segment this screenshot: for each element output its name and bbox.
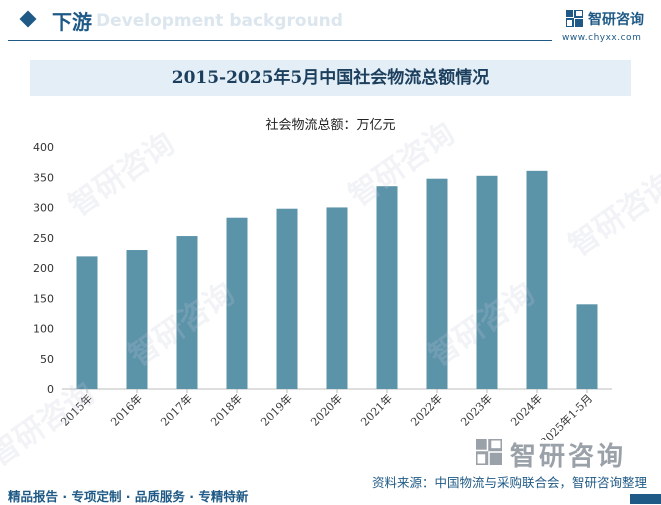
- bar: [276, 208, 298, 389]
- header: Development background 下游 智研咨询 www.chyxx…: [0, 0, 661, 44]
- x-tick-label: 2023年: [458, 391, 495, 428]
- x-tick-label: 2017年: [158, 391, 195, 428]
- brand-url: www.chyxx.com: [562, 33, 642, 43]
- y-tick-label: 300: [33, 202, 54, 215]
- section-title: 下游: [52, 10, 92, 34]
- x-tick-label: 2020年: [308, 391, 345, 428]
- footer-accent: [630, 494, 661, 504]
- y-tick-label: 50: [40, 353, 54, 366]
- unit-label: 社会物流总额：万亿元: [265, 118, 396, 133]
- y-tick-label: 400: [33, 141, 54, 154]
- y-tick-label: 250: [33, 232, 54, 245]
- brand-name: 智研咨询: [588, 12, 644, 28]
- y-tick-label: 200: [33, 262, 54, 275]
- y-tick-label: 0: [47, 383, 54, 396]
- diamond-icon: [19, 10, 37, 28]
- footer-logo: 智研咨询: [476, 436, 646, 472]
- bar: [526, 170, 548, 389]
- footer-brand-name: 智研咨询: [510, 442, 627, 472]
- x-tick-label: 2015年: [58, 391, 95, 428]
- bar-chart: 0 50 100 150 200 250 300 350 400 2015年 2016年 2017年 2…: [33, 141, 612, 440]
- bar: [226, 217, 248, 389]
- bar: [426, 178, 448, 389]
- header-divider: [8, 40, 552, 41]
- y-tick-label: 350: [33, 171, 54, 184]
- bar: [176, 236, 198, 389]
- bar: [76, 256, 98, 389]
- x-tick-label: 2019年: [258, 391, 295, 428]
- section-ghost-text: Development background: [96, 11, 343, 31]
- x-tick-label: 2016年: [108, 391, 145, 428]
- x-tick-label: 2022年: [408, 391, 445, 428]
- footer-tags: 精品报告 · 专项定制 · 品质服务 · 专精特新: [8, 489, 249, 504]
- bar: [376, 186, 398, 389]
- y-tick-label: 150: [33, 292, 54, 305]
- chart-title-band: 2015-2025年5月中国社会物流总额情况: [30, 60, 631, 96]
- footer-bar: 精品报告 · 专项定制 · 品质服务 · 专精特新: [0, 484, 661, 504]
- source-note: 资料来源：中国物流与采购联合会，智研咨询整理: [371, 475, 647, 490]
- x-tick-label: 2021年: [358, 391, 395, 428]
- bar: [476, 175, 498, 389]
- brand-logo: 智研咨询 www.chyxx.com: [562, 8, 658, 43]
- footer-brand-mark-icon: [476, 439, 502, 465]
- brand-mark-icon: [566, 10, 583, 27]
- chart-title: 2015-2025年5月中国社会物流总额情况: [171, 68, 490, 88]
- bar: [126, 250, 148, 389]
- x-tick-label: 2018年: [208, 391, 245, 428]
- x-tick-label: 2024年: [508, 391, 545, 428]
- x-tick-label: 2025年1-5月: [537, 391, 595, 440]
- bar: [326, 207, 348, 389]
- bar: [576, 304, 598, 389]
- y-tick-label: 100: [33, 323, 54, 336]
